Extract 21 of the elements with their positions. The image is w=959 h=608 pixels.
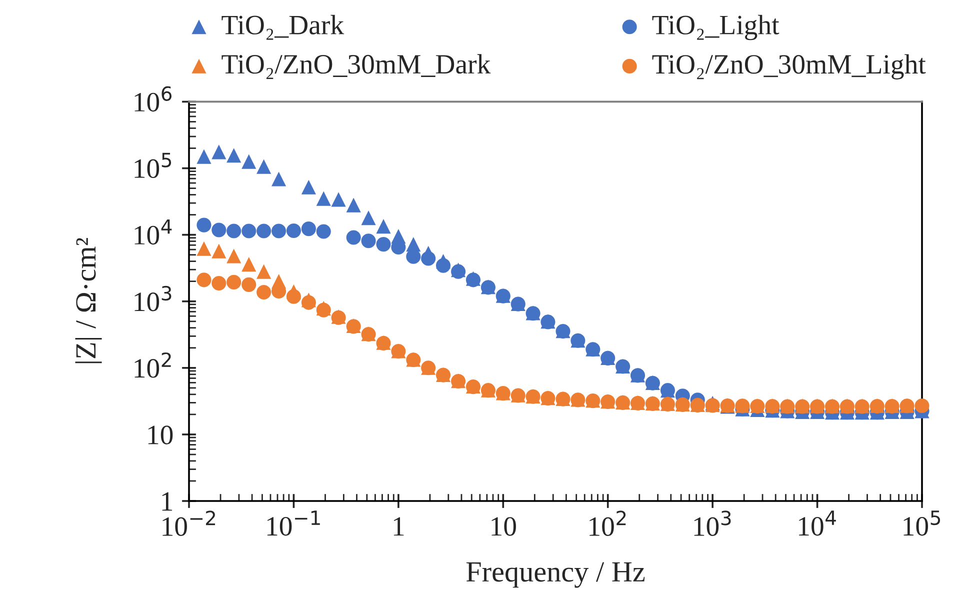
y-axis-title: |Z| / Ω·cm² (75, 238, 102, 364)
y-tick-label: 10$^{5}$ (134, 152, 172, 178)
x-tick-label: 10$^{4}$ (799, 510, 836, 536)
y-tick-label: 10 (148, 426, 173, 444)
x-tick-label: 10$^{−1}$ (267, 510, 320, 536)
x-tick-label: 10$^{3}$ (694, 510, 731, 536)
y-tick-label: 10$^{4}$ (134, 219, 172, 245)
x-tick-label: 10 (492, 517, 516, 536)
x-axis-title: Frequency / Hz (466, 562, 645, 588)
y-tick-label: 10$^{2}$ (134, 352, 171, 378)
x-tick-label: 10$^{2}$ (590, 510, 626, 536)
y-tick-label: 10$^{6}$ (134, 86, 172, 112)
legend-label: TiO₂/ZnO_30mM_Light (652, 54, 926, 80)
y-tick-label: 1 (162, 492, 172, 511)
x-tick-label: 10$^{−2}$ (162, 510, 216, 536)
y-tick-label: 10$^{3}$ (134, 286, 172, 312)
x-tick-label: 10$^{5}$ (904, 510, 940, 536)
legend-label: TiO₂_Light (652, 14, 780, 40)
legend-label: TiO₂_Dark (222, 14, 344, 40)
legend-label: TiO₂/ZnO_30mM_Dark (222, 54, 491, 80)
x-tick-label: 1 (394, 517, 404, 536)
